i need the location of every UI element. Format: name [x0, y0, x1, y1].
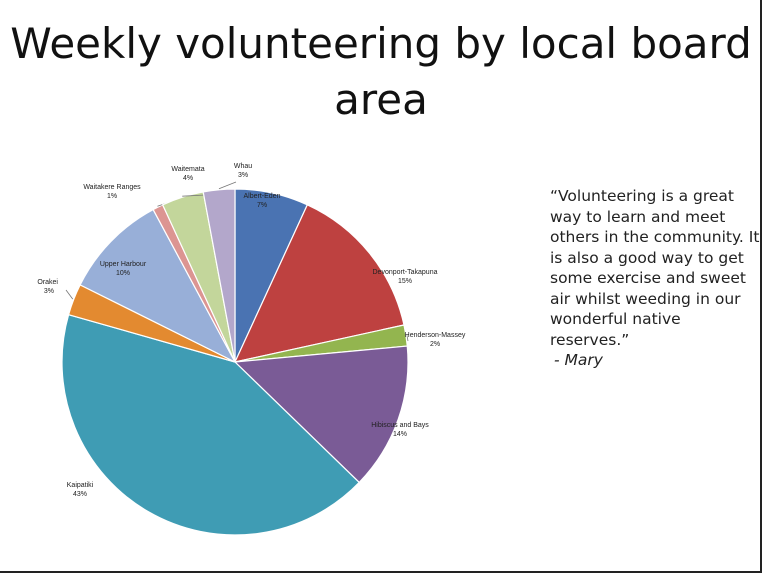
slice-label: Orakei	[37, 279, 58, 286]
slice-value-label: 15%	[398, 278, 412, 285]
slice-value-label: 2%	[430, 341, 440, 348]
slice-value-label: 14%	[393, 431, 407, 438]
slice-value-label: 7%	[257, 202, 267, 209]
slice-label: Devonport-Takapuna	[373, 269, 438, 276]
quote-attribution: - Mary	[554, 351, 603, 369]
slice-value-label: 43%	[73, 491, 87, 498]
volunteer-quote: “Volunteering is a great way to learn an…	[550, 186, 760, 371]
slice-label: Albert-Eden	[244, 193, 281, 200]
slice-label: Upper Harbour	[100, 261, 147, 268]
slice-value-label: 3%	[238, 172, 248, 179]
slice-value-label: 1%	[107, 193, 117, 200]
slice-value-label: 10%	[116, 270, 130, 277]
slice-label: Whau	[234, 163, 252, 170]
pie-slice-whau	[202, 188, 236, 363]
quote-text: “Volunteering is a great way to learn an…	[550, 187, 760, 349]
slice-label: Kaipatiki	[67, 482, 94, 489]
leader-line	[182, 194, 206, 197]
pie-slice-hibiscus-and-bays	[233, 345, 409, 484]
pie-slice-devonport-takapuna	[233, 204, 405, 363]
pie-slice-kaipatiki	[61, 313, 361, 536]
slice-label: Waitemata	[171, 166, 204, 173]
leader-line	[218, 181, 237, 190]
leader-line	[406, 335, 409, 342]
pie-slice-upper-harbour	[79, 208, 237, 364]
chart-title-line-2: area	[334, 75, 428, 124]
leader-line	[65, 289, 74, 300]
slice-value-label: 4%	[183, 175, 193, 182]
chart-title-line-1: Weekly volunteering by local board	[10, 19, 752, 68]
slice-label: Waitakere Ranges	[83, 184, 141, 191]
chart-title: Weekly volunteering by local board area	[0, 16, 762, 128]
slice-label: Henderson-Massey	[405, 332, 466, 339]
slice-value-label: 3%	[44, 288, 54, 295]
slice-label: Hibiscus and Bays	[371, 422, 429, 429]
